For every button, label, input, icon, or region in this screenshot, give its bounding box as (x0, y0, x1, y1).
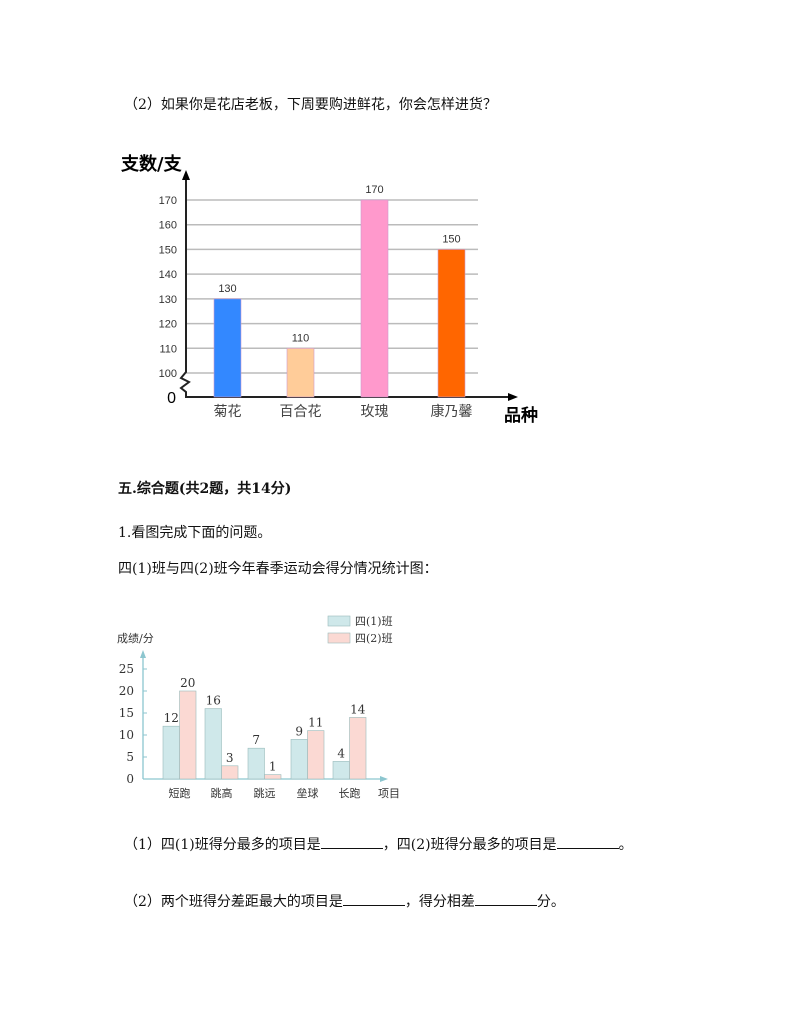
sub-question-2: （2）两个班得分差距最大的项目是 ，得分相差 分。 (124, 891, 565, 911)
data-label: 3 (226, 751, 234, 765)
sub2-text-a: （2）两个班得分差距最大的项目是 (124, 894, 343, 910)
data-label: 7 (252, 733, 260, 747)
question-2-prompt: （2）如果你是花店老板，下周要购进鲜花，你会怎样进货？ (124, 97, 497, 113)
data-label: 4 (337, 746, 345, 760)
bar-百合花 (286, 347, 315, 398)
answer-blank-4[interactable] (474, 893, 537, 906)
x-axis-arrow-icon (508, 393, 518, 401)
problem-1-caption: 四(1)班与四(2)班今年春季运动会得分情况统计图： (118, 561, 438, 577)
answer-blank-2[interactable] (556, 836, 619, 849)
legend-swatch (327, 615, 351, 627)
sub2-text-b: ，得分相差 (404, 894, 475, 910)
data-label: 16 (206, 694, 221, 708)
x-category-label: 长跑 (339, 786, 361, 800)
data-label: 12 (164, 711, 179, 725)
data-label: 150 (442, 233, 460, 245)
bar-菊花 (213, 298, 242, 398)
axes (179, 175, 512, 398)
y-axis-title: 支数/支 (120, 153, 183, 175)
sub1-text-a: （1）四(1)班得分最多的项目是 (124, 837, 321, 853)
y-tick-label: 140 (159, 269, 177, 281)
bar-垒球-series-2 (307, 730, 325, 780)
y-tick-label: 5 (126, 750, 134, 764)
y-axis-arrow-icon (182, 170, 190, 180)
data-label: 11 (308, 716, 323, 730)
x-category-label: 康乃馨 (431, 403, 473, 420)
y-tick-label: 20 (119, 684, 134, 698)
y-axis-arrow-icon (140, 650, 146, 658)
bar-短跑-series-2 (179, 690, 197, 780)
x-axis-arrow-icon (380, 776, 388, 782)
x-category-label: 菊花 (214, 404, 242, 420)
data-label: 9 (295, 724, 303, 738)
bar-跳远-series-1 (247, 747, 265, 780)
bar-跳高-series-1 (204, 708, 222, 780)
y-tick-label: 15 (119, 706, 134, 720)
data-label: 130 (218, 283, 236, 295)
sub-question-1: （1）四(1)班得分最多的项目是 ，四(2)班得分最多的项目是 。 (124, 834, 633, 854)
x-category-label: 跳高 (211, 786, 233, 800)
x-category-label: 玫瑰 (361, 404, 389, 420)
bar-康乃馨 (437, 249, 466, 398)
sub1-text-c: 。 (618, 837, 633, 853)
bar-长跑-series-1 (332, 761, 350, 780)
y-tick-label: 160 (159, 220, 177, 232)
y-tick-label: 170 (159, 195, 177, 207)
x-axis-title: 项目 (378, 787, 400, 800)
legend-swatch (327, 632, 351, 644)
sub1-text-b: ，四(2)班得分最多的项目是 (382, 837, 557, 853)
legend-label: 四(2)班 (355, 632, 393, 645)
bar-短跑-series-1 (162, 725, 180, 780)
bar-玫瑰 (360, 199, 389, 398)
data-label: 1 (269, 760, 277, 774)
sub2-text-c: 分。 (536, 894, 565, 910)
y-tick-label: 25 (119, 662, 134, 676)
x-category-label: 垒球 (297, 786, 319, 800)
data-label: 170 (365, 184, 383, 196)
bar-跳远-series-2 (264, 774, 282, 780)
y-tick-label: 100 (159, 368, 177, 380)
answer-blank-3[interactable] (342, 893, 405, 906)
bar-长跑-series-2 (349, 717, 367, 780)
y-tick-label: 150 (159, 244, 177, 256)
x-category-label: 短跑 (169, 786, 191, 800)
x-category-label: 百合花 (280, 404, 322, 420)
section-title: 五.综合题(共2题，共14分) (118, 481, 292, 497)
data-label: 110 (292, 332, 310, 344)
y-tick-label: 130 (159, 294, 177, 306)
y-tick-label: 0 (126, 772, 134, 786)
legend-label: 四(1)班 (355, 615, 393, 628)
y-axis-title: 成绩/分 (117, 632, 154, 645)
y-tick-label: 10 (119, 728, 134, 742)
bar-垒球-series-1 (290, 739, 308, 780)
y-tick-label: 110 (159, 343, 177, 355)
y-tick-label: 120 (159, 319, 177, 331)
bar-跳高-series-2 (221, 765, 239, 780)
answer-blank-1[interactable] (320, 836, 383, 849)
x-axis-title: 品种 (504, 405, 538, 426)
x-category-label: 跳远 (254, 786, 276, 800)
origin-label: 0 (167, 390, 176, 407)
data-label: 20 (180, 676, 195, 690)
problem-1-title: 1.看图完成下面的问题。 (118, 525, 272, 541)
data-label: 14 (350, 702, 366, 716)
